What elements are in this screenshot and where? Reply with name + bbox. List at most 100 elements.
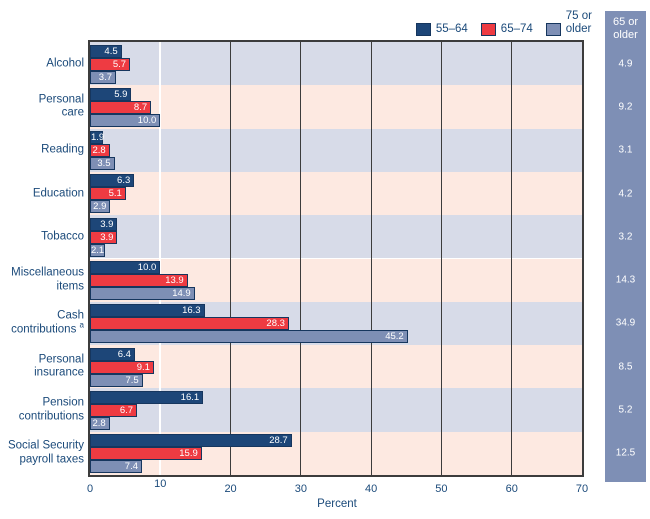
category-label: Tobacco — [41, 230, 84, 243]
bar-value-label: 6.7 — [119, 404, 134, 416]
legend-swatch-55-64 — [415, 23, 431, 36]
bar-value-label: 5.7 — [112, 58, 127, 70]
gridline-60 — [511, 42, 513, 475]
bar-55-64: 16.1 — [90, 390, 204, 404]
gridline-40 — [370, 42, 372, 475]
bar-75-or-older: 2.8 — [90, 416, 110, 430]
bar-65-74: 15.9 — [90, 447, 202, 461]
bar-65-74: 2.8 — [90, 144, 110, 158]
x-tick-60: 60 — [505, 483, 518, 495]
row-band — [90, 215, 582, 259]
bar-75-or-older: 3.7 — [90, 70, 116, 84]
bar-value-label: 2.8 — [92, 145, 106, 157]
bar-value-label: 8.7 — [133, 101, 148, 113]
bar-value-label: 45.2 — [385, 331, 404, 343]
bar-value-label: 2.9 — [93, 201, 107, 213]
bar-value-label: 7.4 — [124, 461, 138, 473]
bar-value-label: 3.9 — [100, 218, 114, 230]
side-column-header: 65 or older — [612, 16, 639, 41]
bar-65-74: 5.7 — [90, 57, 131, 71]
legend-item-55-64: 55–64 — [415, 23, 468, 36]
plot-area: 4.5 5.7 3.7 5.9 8.7 10.0 1.9 2.8 3.5 6.3 5.1 2.9 3.9… — [88, 40, 584, 477]
bar-65-74: 8.7 — [90, 100, 152, 114]
row-band — [90, 171, 582, 216]
bar-value-label: 5.9 — [114, 88, 128, 100]
bar-value-label: 4.5 — [104, 45, 118, 57]
category-label: Reading — [41, 143, 84, 156]
side-column-value: 12.5 — [615, 447, 636, 459]
row-band — [90, 85, 582, 129]
bar-value-label: 14.9 — [172, 288, 191, 299]
bar-value-label: 15.9 — [179, 448, 198, 460]
bar-value-label: 10.0 — [137, 114, 157, 126]
side-column-value: 4.2 — [618, 188, 633, 200]
bar-value-label: 1.9 — [91, 132, 105, 144]
bar-65-74: 6.7 — [90, 403, 138, 417]
side-column-value: 9.2 — [618, 101, 633, 113]
bar-value-label: 2.8 — [92, 417, 106, 429]
bar-value-label: 28.3 — [266, 318, 285, 330]
side-column-value: 34.9 — [615, 317, 636, 329]
bar-value-label: 5.1 — [108, 188, 122, 200]
bar-55-64: 28.7 — [90, 434, 292, 448]
legend-label: 55–64 — [435, 23, 468, 35]
bar-55-64: 16.3 — [90, 304, 205, 318]
bar-value-label: 6.4 — [117, 348, 131, 360]
footnote-marker-a: a — [79, 320, 84, 330]
x-axis-title: Percent — [317, 498, 357, 510]
plot-bars: 4.5 5.7 3.7 5.9 8.7 10.0 1.9 2.8 3.5 6.3 5.1 2.9 3.9… — [90, 42, 582, 475]
chart-legend: 55–64 65–74 75 or older — [415, 10, 592, 36]
x-tick-40: 40 — [365, 483, 378, 495]
bar-75-or-older: 7.4 — [90, 460, 142, 474]
bar-55-64: 1.9 — [90, 131, 105, 145]
legend-item-75-or-older: 75 or older — [545, 10, 592, 36]
category-label: Alcohol — [46, 56, 84, 69]
x-tick-20: 20 — [224, 483, 237, 495]
bar-65-74: 13.9 — [90, 274, 188, 287]
bar-value-label: 3.7 — [98, 71, 112, 83]
legend-label: 75 or older — [565, 10, 592, 35]
category-label: Education — [32, 186, 84, 199]
side-column-value: 3.1 — [618, 144, 633, 156]
bar-75-or-older: 2.1 — [90, 243, 105, 257]
gridline-light-10 — [159, 42, 162, 475]
bar-value-label: 28.7 — [269, 435, 288, 447]
bar-55-64: 10.0 — [90, 261, 161, 274]
bar-55-64: 4.5 — [90, 44, 122, 58]
category-label: Social Security payroll taxes — [7, 439, 84, 466]
bar-65-74: 5.1 — [90, 187, 126, 201]
side-column-value: 8.5 — [618, 361, 633, 373]
bar-75-or-older: 2.9 — [90, 200, 111, 214]
legend-item-65-74: 65–74 — [480, 23, 533, 36]
bar-value-label: 13.9 — [165, 275, 184, 286]
legend-label: 65–74 — [500, 23, 533, 35]
bar-value-label: 2.1 — [91, 244, 105, 256]
bar-value-label: 7.5 — [125, 374, 139, 386]
legend-swatch-65-74 — [480, 23, 496, 36]
bar-value-label: 16.3 — [182, 305, 201, 317]
bar-55-64: 3.9 — [90, 217, 118, 231]
gridline-30 — [300, 42, 302, 475]
side-column-value: 14.3 — [615, 274, 636, 286]
gridline-50 — [440, 42, 442, 475]
bar-value-label: 3.9 — [100, 231, 114, 243]
x-tick-0: 0 — [86, 483, 94, 495]
side-column-value: 5.2 — [618, 404, 633, 416]
x-tick-50: 50 — [435, 483, 448, 495]
row-band — [90, 345, 582, 389]
x-tick-10: 10 — [154, 478, 167, 490]
side-column: 65 or older 4.9 9.2 3.1 4.2 3.2 14.3 34.9 8.5 5.2… — [605, 11, 646, 482]
gridline-20 — [230, 42, 232, 475]
x-tick-30: 30 — [294, 483, 307, 495]
side-column-value: 3.2 — [618, 231, 633, 243]
category-label: Personal care — [38, 93, 84, 119]
bar-55-64: 6.3 — [90, 174, 135, 188]
bar-75-or-older: 10.0 — [90, 113, 161, 127]
bar-75-or-older: 45.2 — [90, 330, 408, 344]
bar-75-or-older: 7.5 — [90, 373, 143, 387]
bar-value-label: 10.0 — [137, 262, 157, 273]
category-label: Cash contributions a — [11, 309, 84, 336]
bar-65-74: 3.9 — [90, 230, 118, 244]
bar-65-74: 9.1 — [90, 360, 154, 374]
bar-55-64: 6.4 — [90, 347, 135, 361]
